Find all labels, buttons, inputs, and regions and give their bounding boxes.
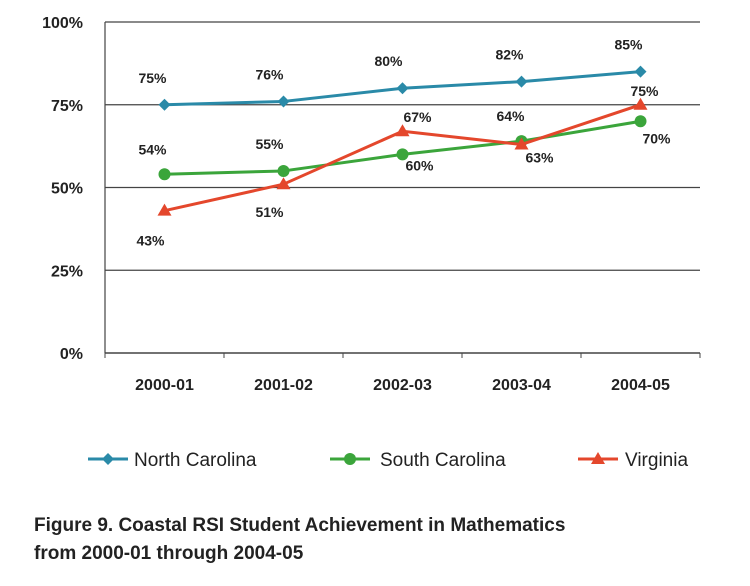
- data-point: [276, 177, 291, 190]
- data-label: 60%: [405, 157, 434, 173]
- x-axis-tick-labels: 2000-01 2001-02 2002-03 2003-04 2004-05: [135, 377, 670, 394]
- legend-label: South Carolina: [380, 450, 506, 471]
- data-point: [158, 168, 171, 181]
- data-point: [395, 124, 410, 137]
- x-tick-label: 2003-04: [492, 377, 551, 394]
- data-label: 75%: [630, 83, 659, 99]
- data-point: [514, 137, 529, 150]
- data-label: 85%: [614, 37, 643, 53]
- figure-caption: Figure 9. Coastal RSI Student Achievemen…: [34, 512, 724, 568]
- caption-line-2: from 2000-01 through 2004-05: [34, 543, 304, 564]
- y-tick-label: 75%: [51, 98, 83, 115]
- y-tick-label: 0%: [60, 346, 83, 363]
- data-point: [158, 98, 171, 111]
- data-label: 80%: [374, 53, 403, 69]
- data-label: 67%: [403, 109, 432, 125]
- data-label: 63%: [525, 149, 554, 165]
- data-label: 75%: [138, 70, 167, 86]
- data-point: [396, 82, 409, 95]
- data-label: 76%: [255, 66, 284, 82]
- data-label: 51%: [255, 204, 284, 220]
- legend-label: Virginia: [625, 450, 688, 471]
- data-label: 82%: [495, 47, 524, 63]
- gridlines: [104, 21, 701, 358]
- data-point: [157, 203, 172, 216]
- data-point: [277, 164, 290, 177]
- data-label: 64%: [496, 108, 525, 124]
- x-tick-label: 2001-02: [254, 377, 313, 394]
- legend-label: North Carolina: [134, 450, 257, 471]
- line-chart: 0%25%50%75%100% 2000-01 2001-02 2002-03 200…: [42, 15, 701, 471]
- data-label: 70%: [642, 130, 671, 146]
- y-axis-tick-labels: 0% 25% 50% 75% 100%: [42, 15, 83, 363]
- legend-marker: [344, 453, 356, 465]
- data-label: 43%: [136, 233, 165, 249]
- legend-marker: [591, 452, 605, 464]
- data-point: [634, 115, 647, 128]
- x-tick-label: 2000-01: [135, 377, 194, 394]
- legend-marker: [102, 453, 114, 465]
- legend: North Carolina South Carolina Virginia: [88, 450, 688, 471]
- data-point: [515, 75, 528, 88]
- data-label: 55%: [255, 136, 284, 152]
- y-tick-label: 100%: [42, 15, 83, 32]
- y-tick-label: 50%: [51, 181, 83, 198]
- y-tick-label: 25%: [51, 263, 83, 280]
- x-tick-label: 2004-05: [611, 377, 670, 394]
- x-tick-label: 2002-03: [373, 377, 432, 394]
- data-point: [634, 65, 647, 78]
- data-point: [633, 97, 648, 110]
- data-point: [277, 95, 290, 108]
- data-label: 54%: [138, 141, 167, 157]
- caption-line-1: Figure 9. Coastal RSI Student Achievemen…: [34, 515, 566, 536]
- plot-area: 75% 76% 80% 82% 85% 54% 55% 60% 64% 70% 43% 51% 67% 6…: [136, 37, 671, 249]
- data-point: [396, 148, 409, 161]
